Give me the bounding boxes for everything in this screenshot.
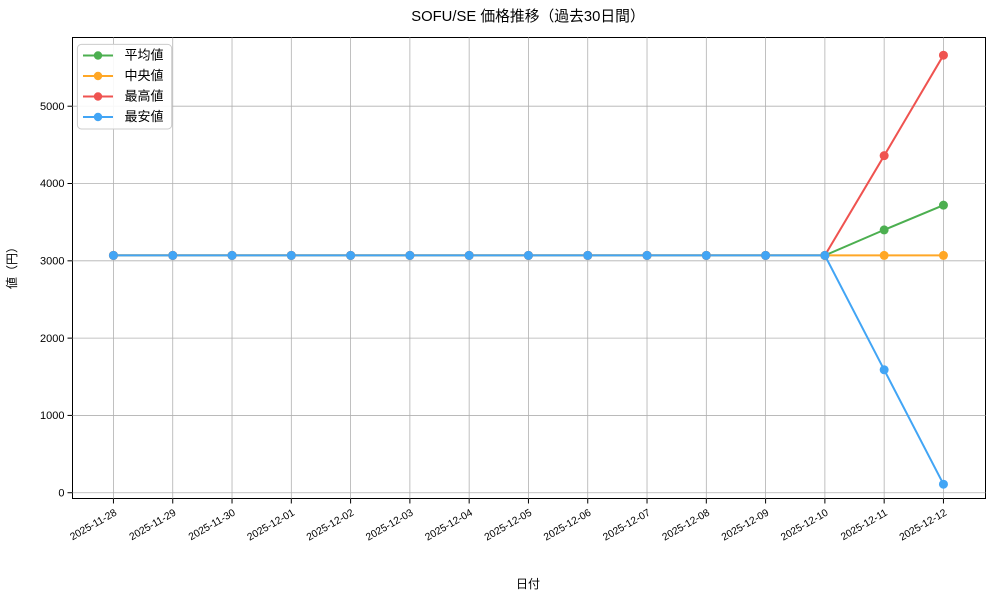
svg-text:2000: 2000: [40, 333, 64, 345]
svg-text:日付: 日付: [516, 577, 540, 591]
svg-text:1000: 1000: [40, 410, 64, 422]
svg-text:5000: 5000: [40, 101, 64, 113]
svg-text:平均値: 平均値: [125, 48, 164, 63]
svg-text:0: 0: [58, 487, 64, 499]
svg-text:最安値: 最安値: [125, 109, 164, 124]
svg-text:最高値: 最高値: [125, 89, 164, 104]
svg-text:中央値: 中央値: [125, 68, 164, 83]
svg-text:SOFU/SE 価格推移（過去30日間）: SOFU/SE 価格推移（過去30日間）: [411, 8, 645, 25]
svg-text:3000: 3000: [40, 256, 64, 268]
svg-text:4000: 4000: [40, 178, 64, 190]
svg-text:値（円）: 値（円）: [4, 241, 19, 289]
